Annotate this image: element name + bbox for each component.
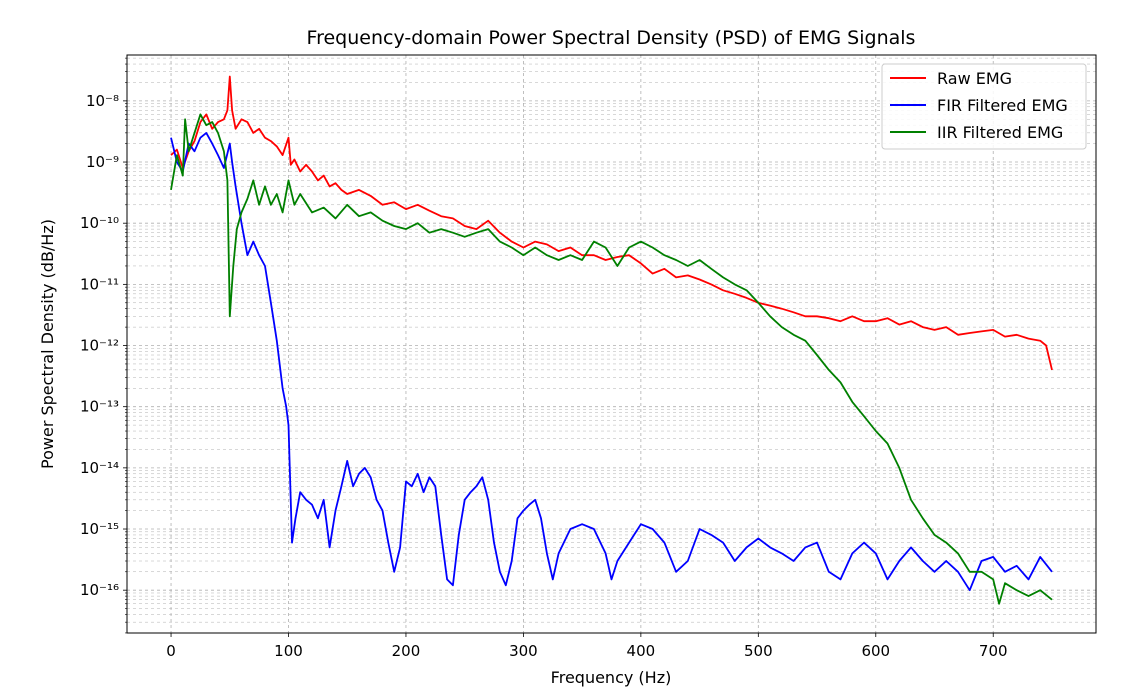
legend-label-iir: IIR Filtered EMG [937,123,1063,142]
y-tick-label: 10⁻¹¹ [80,275,119,293]
y-tick-label: 10⁻¹⁰ [80,214,119,232]
legend: Raw EMG FIR Filtered EMG IIR Filtered EM… [881,63,1087,150]
series-line-raw-emg [170,75,1053,371]
x-tick-label: 300 [509,642,538,660]
chart-title: Frequency-domain Power Spectral Density … [307,27,916,49]
series-line-iir-filtered-emg [170,113,1053,605]
y-tick-label: 10⁻¹⁵ [80,520,119,538]
y-tick-label: 10⁻¹² [80,337,119,355]
x-tick-label: 500 [744,642,773,660]
y-tick-label: 10⁻⁹ [86,153,119,171]
y-axis-label: Power Spectral Density (dB/Hz) [38,219,57,469]
axis-ticks: 10⁻¹⁶ 10⁻¹⁵ 10⁻¹⁴ 10⁻¹³ 10⁻¹² 10⁻¹¹ 10⁻¹⁰ 10⁻⁹ 1… [80,57,1008,660]
y-tick-label: 10⁻¹⁴ [80,459,119,477]
series-line-fir-filtered-emg [170,131,1053,592]
x-tick-label: 0 [166,642,176,660]
plot-area-frame [126,54,1097,634]
x-tick-label: 100 [274,642,303,660]
legend-label-raw: Raw EMG [937,69,1012,88]
grid [127,55,1096,634]
y-tick-label: 10⁻¹³ [80,398,119,416]
x-axis-label: Frequency (Hz) [551,668,672,687]
legend-label-fir: FIR Filtered EMG [937,96,1068,115]
plot-lines [170,75,1053,605]
x-tick-label: 700 [979,642,1008,660]
x-tick-label: 600 [861,642,890,660]
x-tick-label: 200 [392,642,421,660]
y-tick-label: 10⁻⁸ [86,92,119,110]
x-tick-label: 400 [627,642,656,660]
y-tick-label: 10⁻¹⁶ [80,581,119,599]
legend-box [881,63,1087,150]
